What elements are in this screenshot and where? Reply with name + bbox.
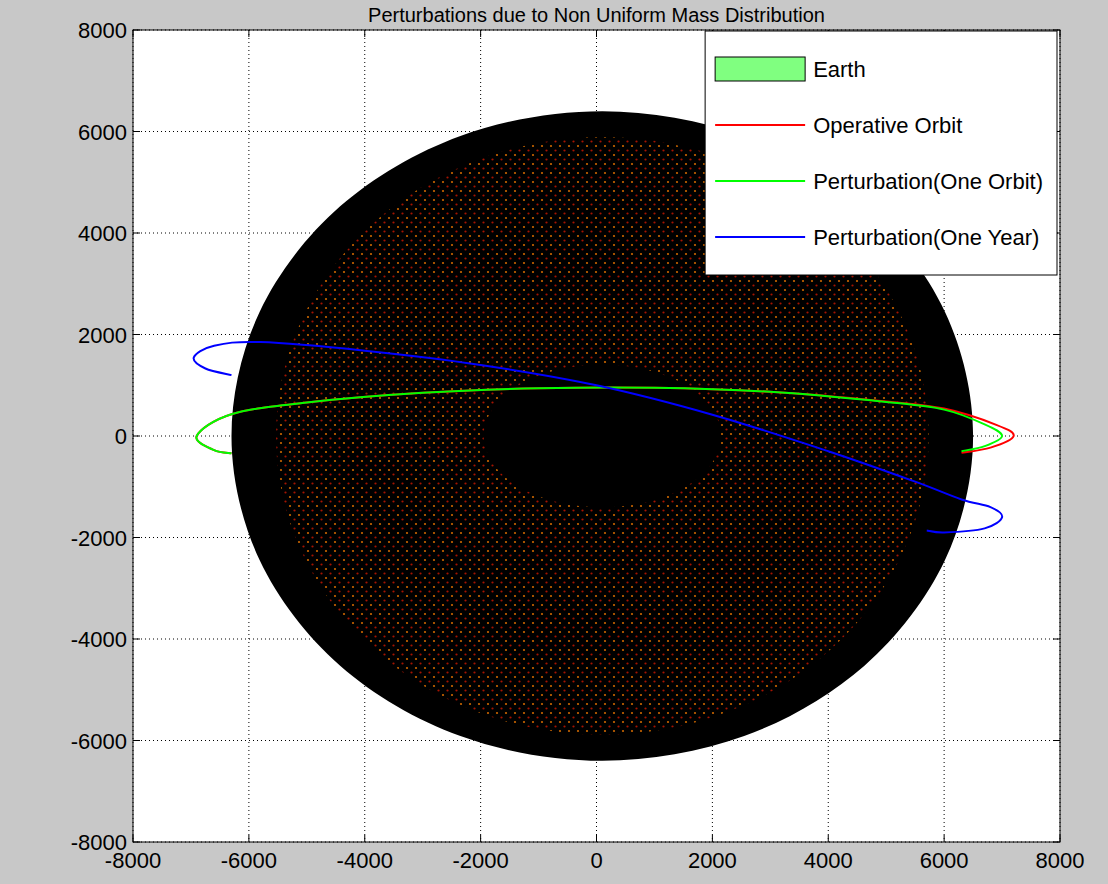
tick-label-x: 0 bbox=[590, 848, 602, 873]
legend-label: Operative Orbit bbox=[813, 113, 962, 138]
tick-label-x: -4000 bbox=[337, 848, 393, 873]
tick-y bbox=[1053, 436, 1060, 437]
legend-swatch bbox=[715, 180, 805, 182]
tick-y bbox=[1053, 30, 1060, 31]
tick-y bbox=[133, 842, 140, 843]
tick-x bbox=[133, 30, 134, 37]
tick-label-x: 6000 bbox=[920, 848, 969, 873]
orbit-line bbox=[196, 387, 1013, 453]
tick-x bbox=[828, 835, 829, 842]
tick-x bbox=[596, 30, 597, 37]
tick-x bbox=[133, 835, 134, 842]
tick-y bbox=[133, 740, 140, 741]
tick-x bbox=[1060, 30, 1061, 37]
tick-y bbox=[133, 131, 140, 132]
tick-label-y: 0 bbox=[115, 424, 127, 449]
legend-swatch bbox=[715, 124, 805, 126]
tick-x bbox=[596, 835, 597, 842]
tick-y bbox=[1053, 334, 1060, 335]
legend-label: Earth bbox=[813, 57, 866, 82]
tick-y bbox=[1053, 639, 1060, 640]
orbit-line bbox=[196, 387, 1002, 453]
orbit-line bbox=[194, 342, 1003, 533]
tick-x bbox=[248, 30, 249, 37]
tick-x bbox=[364, 30, 365, 37]
legend-label: Perturbation(One Orbit) bbox=[813, 169, 1043, 194]
tick-y bbox=[1053, 740, 1060, 741]
tick-x bbox=[1060, 835, 1061, 842]
tick-label-y: 4000 bbox=[78, 221, 127, 246]
tick-x bbox=[364, 835, 365, 842]
legend: Earth Operative Orbit Perturbation(One Orb… bbox=[705, 31, 1057, 275]
legend-swatch bbox=[715, 236, 805, 238]
legend-swatch bbox=[715, 57, 805, 81]
tick-x bbox=[248, 835, 249, 842]
tick-y bbox=[133, 436, 140, 437]
tick-label-x: -6000 bbox=[221, 848, 277, 873]
tick-label-x: -2000 bbox=[452, 848, 508, 873]
figure-background bbox=[0, 0, 1108, 884]
tick-label-y: -6000 bbox=[71, 729, 127, 754]
tick-label-y: 8000 bbox=[78, 18, 127, 43]
plot-frame bbox=[133, 30, 1060, 842]
tick-y bbox=[133, 233, 140, 234]
tick-y bbox=[133, 639, 140, 640]
tick-y bbox=[1053, 537, 1060, 538]
plot-area bbox=[133, 30, 1060, 842]
tick-label-x: 8000 bbox=[1036, 848, 1085, 873]
tick-label-x: 2000 bbox=[688, 848, 737, 873]
tick-x bbox=[944, 835, 945, 842]
legend-label: Perturbation(One Year) bbox=[813, 225, 1039, 250]
tick-label-y: -8000 bbox=[71, 830, 127, 855]
tick-y bbox=[133, 334, 140, 335]
tick-y bbox=[1053, 842, 1060, 843]
tick-x bbox=[712, 835, 713, 842]
tick-label-x: 4000 bbox=[804, 848, 853, 873]
tick-y bbox=[133, 537, 140, 538]
figure: -8000-6000-4000-200002000400060008000-80… bbox=[0, 0, 1108, 884]
tick-y bbox=[133, 30, 140, 31]
tick-x bbox=[480, 835, 481, 842]
tick-label-y: 2000 bbox=[78, 323, 127, 348]
tick-label-y: -2000 bbox=[71, 526, 127, 551]
tick-label-y: -4000 bbox=[71, 627, 127, 652]
chart-title: Perturbations due to Non Uniform Mass Di… bbox=[368, 4, 825, 26]
tick-label-y: 6000 bbox=[78, 120, 127, 145]
tick-x bbox=[480, 30, 481, 37]
legend-box bbox=[705, 31, 1057, 275]
